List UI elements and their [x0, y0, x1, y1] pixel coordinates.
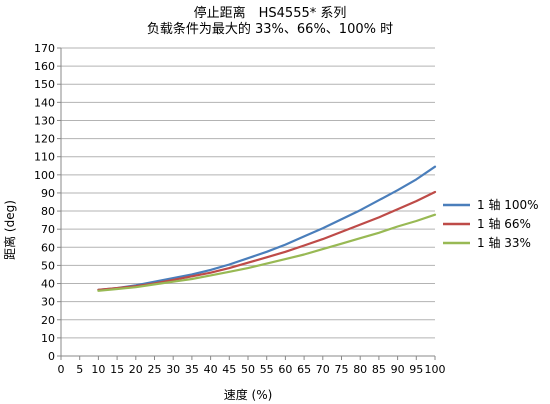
- y-tick-label: 50: [41, 259, 55, 272]
- legend-label-3: 1 轴 33%: [477, 235, 531, 250]
- x-tick-label: 20: [129, 363, 143, 376]
- legend: 1 轴 100% 1 轴 66% 1 轴 33%: [443, 197, 539, 250]
- series-line-3: [97, 213, 437, 292]
- x-tick-label: 50: [241, 363, 255, 376]
- axes: [57, 47, 436, 360]
- x-tick-label: 80: [353, 363, 367, 376]
- x-tick-label: 95: [409, 363, 423, 376]
- series-lines: [97, 165, 437, 292]
- legend-label-2: 1 轴 66%: [477, 216, 531, 231]
- y-tick-label: 60: [41, 241, 55, 254]
- y-tick-label: 0: [48, 350, 55, 363]
- x-tick-label: 70: [316, 363, 330, 376]
- y-tick-label: 90: [41, 187, 55, 200]
- legend-label-1: 1 轴 100%: [477, 197, 539, 212]
- x-tick-label: 30: [166, 363, 180, 376]
- y-tick-label: 110: [34, 151, 55, 164]
- x-tick-label: 10: [91, 363, 105, 376]
- x-tick-label: 40: [204, 363, 218, 376]
- y-tick-label: 170: [34, 42, 55, 55]
- y-tick-labels: 0 10 20 30 40 50 60 70 80 90 100 110 120 130 140 150 160…: [34, 42, 55, 363]
- x-tick-label: 35: [185, 363, 199, 376]
- chart-subtitle: 负载条件为最大的 33%、66%、100% 时: [147, 21, 393, 37]
- x-tick-label: 5: [76, 363, 83, 376]
- y-tick-label: 120: [34, 133, 55, 146]
- y-tick-label: 10: [41, 332, 55, 345]
- x-tick-labels: 0 5 10 15 20 25 30 35 40 45 50 55 60 65 70 75 80 85 90 95 10…: [58, 363, 446, 376]
- x-tick-label: 85: [372, 363, 386, 376]
- y-tick-label: 70: [41, 223, 55, 236]
- x-tick-label: 0: [58, 363, 65, 376]
- y-axis-title: 距离 (deg): [2, 200, 17, 260]
- x-tick-label: 55: [260, 363, 274, 376]
- series-line-2: [97, 190, 437, 291]
- y-tick-label: 150: [34, 78, 55, 91]
- x-tick-label: 45: [222, 363, 236, 376]
- y-tick-label: 140: [34, 96, 55, 109]
- y-tick-label: 160: [34, 60, 55, 73]
- x-tick-label: 60: [278, 363, 292, 376]
- y-tick-label: 20: [41, 314, 55, 327]
- x-tick-label: 90: [391, 363, 405, 376]
- y-tick-label: 80: [41, 205, 55, 218]
- x-tick-label: 75: [335, 363, 349, 376]
- grid: [61, 47, 435, 357]
- x-tick-label: 100: [425, 363, 446, 376]
- y-tick-label: 40: [41, 278, 55, 291]
- y-tick-label: 100: [34, 169, 55, 182]
- chart-title: 停止距离 HS4555* 系列: [194, 5, 347, 21]
- series-line-1: [97, 165, 437, 291]
- x-axis-title: 速度 (%): [224, 387, 273, 402]
- y-tick-label: 130: [34, 114, 55, 127]
- y-tick-label: 30: [41, 296, 55, 309]
- x-tick-label: 25: [148, 363, 162, 376]
- x-tick-label: 15: [110, 363, 124, 376]
- x-tick-label: 65: [297, 363, 311, 376]
